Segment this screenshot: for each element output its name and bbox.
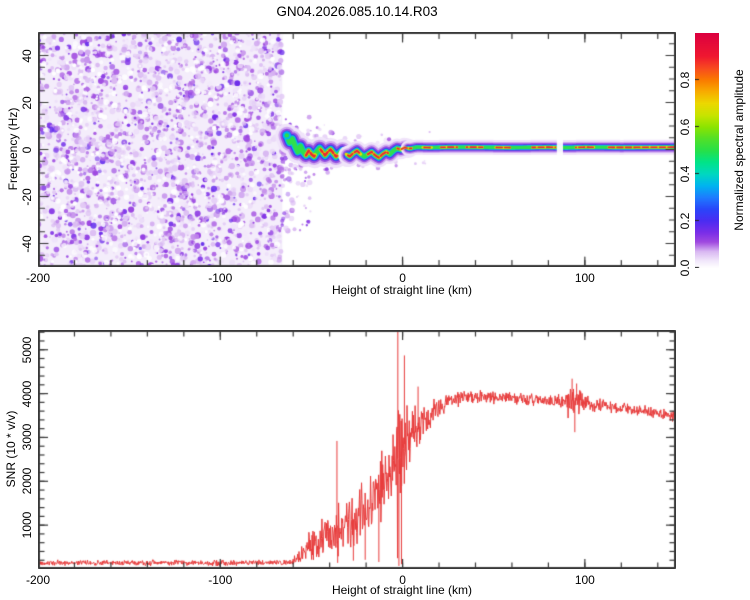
- frequency-axis-title: Frequency (Hz): [6, 107, 20, 191]
- top-x-tick-label: -100: [208, 271, 233, 285]
- top-x-tick-label: 100: [574, 271, 595, 285]
- bottom-x-tick-label: -200: [25, 573, 51, 587]
- bottom-x-tick-label: -100: [208, 573, 233, 587]
- spectrogram-canvas: [38, 32, 676, 267]
- bottom-x-tick-label: 0: [399, 573, 406, 587]
- top-x-tick-label: -200: [25, 271, 51, 285]
- colorbar-tick-label: 0.4: [678, 165, 692, 183]
- colorbar-tick-label: 0.2: [678, 212, 692, 230]
- colorbar-title: Normalized spectral amplitude: [732, 69, 746, 231]
- top-x-axis-title: Height of straight line (km): [331, 283, 473, 297]
- frequency-tick-label: -20: [20, 187, 34, 206]
- colorbar-tick-label: 0.6: [678, 118, 692, 136]
- snr-tick-label: 1000: [20, 511, 34, 539]
- frequency-tick-label: 40: [20, 48, 34, 63]
- snr-tick-label: 5000: [20, 336, 34, 364]
- frequency-tick-label: 20: [20, 95, 34, 110]
- frequency-tick-label: -40: [20, 234, 34, 253]
- snr-axis-title: SNR (10 * v/v): [4, 410, 18, 488]
- snr-tick-label: 3000: [20, 424, 34, 451]
- colorbar-tick-label: 0.8: [678, 71, 692, 89]
- chart-title: GN04.2026.085.10.14.R03: [276, 4, 438, 19]
- colorbar-canvas: [695, 33, 719, 268]
- snr-canvas: [38, 330, 676, 569]
- bottom-x-axis-title: Height of straight line (km): [331, 583, 473, 597]
- bottom-x-tick-label: 100: [574, 573, 595, 587]
- top-x-tick-label: 0: [399, 271, 406, 285]
- snr-tick-label: 4000: [20, 380, 34, 407]
- snr-tick-label: 2000: [20, 467, 34, 495]
- frequency-tick-label: 0: [20, 146, 34, 153]
- colorbar-tick-label: 0.0: [678, 259, 692, 277]
